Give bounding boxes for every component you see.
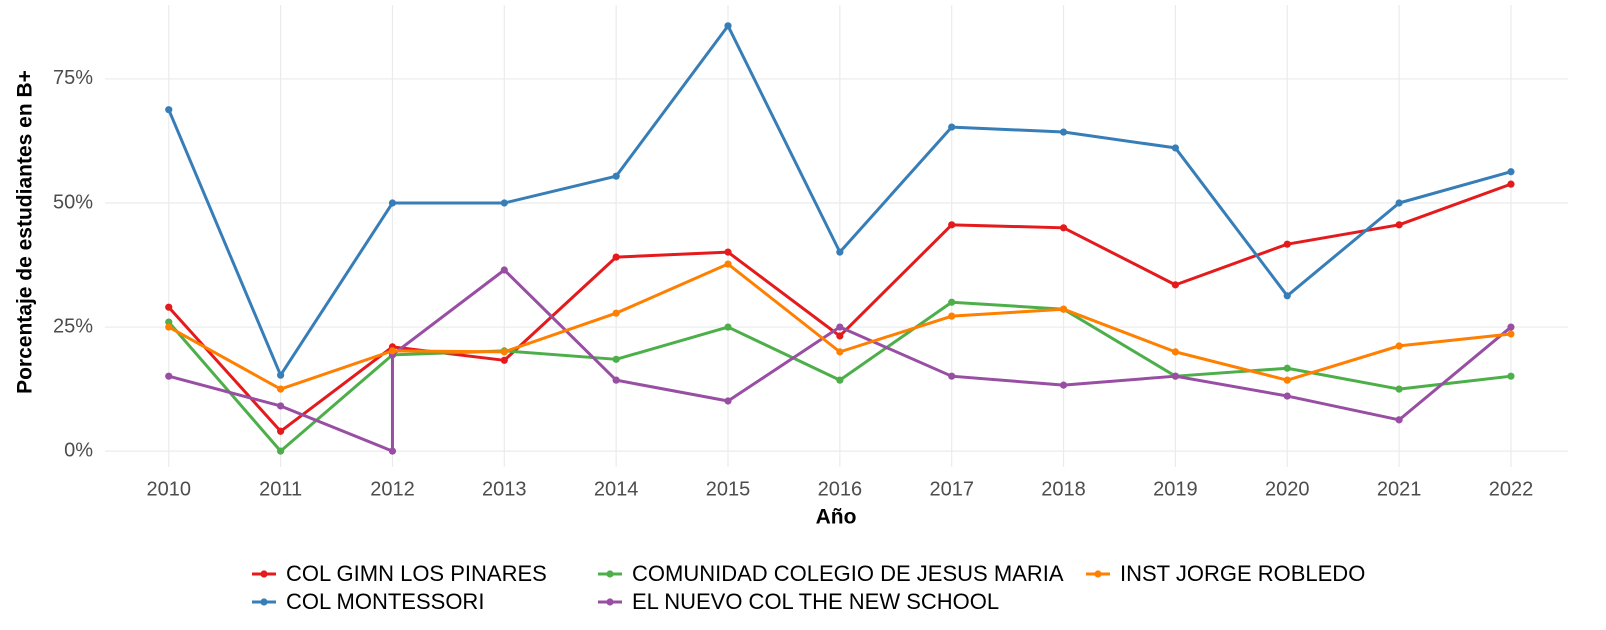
data-point <box>1283 364 1291 372</box>
x-tick-label: 2013 <box>482 478 527 500</box>
legend-key-point <box>606 570 614 578</box>
data-point <box>1395 342 1403 350</box>
y-axis-title: Porcentaje de estudiantes en B+ <box>14 70 37 394</box>
data-point <box>1171 348 1180 356</box>
data-point <box>836 376 844 384</box>
data-point <box>612 355 620 363</box>
data-point <box>1059 305 1068 313</box>
legend-key-point <box>260 598 268 606</box>
data-point <box>1283 292 1291 300</box>
legend-label: EL NUEVO COL THE NEW SCHOOL <box>632 589 999 614</box>
y-tick-label: 50% <box>53 191 93 213</box>
x-tick-label: 2022 <box>1489 478 1534 500</box>
data-point <box>277 385 285 393</box>
data-point <box>948 372 956 380</box>
x-axis-title: Año <box>816 506 857 529</box>
data-point <box>165 372 173 380</box>
legend-key-point <box>260 570 268 578</box>
data-point <box>1395 221 1403 229</box>
x-tick-label: 2017 <box>929 478 974 500</box>
data-point <box>388 447 397 455</box>
y-tick-label: 75% <box>53 67 93 89</box>
x-tick-label: 2020 <box>1265 478 1310 500</box>
x-tick-label: 2021 <box>1377 478 1422 500</box>
x-tick-label: 2011 <box>259 478 302 500</box>
data-point <box>948 221 956 229</box>
data-point <box>165 303 173 311</box>
data-point <box>612 253 620 261</box>
series-line <box>168 268 1512 453</box>
data-point <box>836 248 844 256</box>
data-point <box>165 323 173 331</box>
legend-key-point <box>1094 570 1102 578</box>
data-point <box>724 22 732 30</box>
data-point <box>277 371 285 379</box>
data-point <box>1171 372 1180 380</box>
x-tick-label: 2015 <box>706 478 751 500</box>
data-point <box>500 199 508 207</box>
data-point <box>500 356 508 364</box>
data-point <box>1059 224 1068 232</box>
data-point <box>277 427 285 435</box>
data-point <box>612 376 620 384</box>
data-point <box>1507 372 1515 380</box>
data-point <box>836 348 844 356</box>
data-point <box>612 172 620 180</box>
y-tick-label: 25% <box>53 315 93 337</box>
data-point <box>1171 281 1180 289</box>
data-point <box>277 402 285 410</box>
x-tick-label: 2016 <box>818 478 863 500</box>
data-point <box>612 309 620 317</box>
data-point <box>1395 385 1403 393</box>
x-tick-label: 2012 <box>370 478 415 500</box>
data-point <box>1507 180 1515 188</box>
data-point <box>1507 323 1515 331</box>
data-point <box>836 323 844 331</box>
x-tick-label: 2010 <box>147 478 192 500</box>
data-point <box>165 106 173 114</box>
data-point <box>277 447 285 455</box>
data-point <box>1507 168 1515 176</box>
data-point <box>724 248 732 256</box>
data-point <box>724 397 732 405</box>
legend-label: COL MONTESSORI <box>286 589 484 614</box>
data-point <box>1283 240 1291 248</box>
data-point <box>388 199 397 207</box>
data-point <box>836 332 844 340</box>
legend-label: COMUNIDAD COLEGIO DE JESUS MARIA <box>632 561 1064 586</box>
data-point <box>500 348 508 356</box>
data-point <box>724 323 732 331</box>
y-tick-label: 0% <box>64 439 93 461</box>
data-point <box>1059 128 1068 136</box>
x-tick-label: 2014 <box>594 478 639 500</box>
data-point <box>500 266 508 274</box>
data-point <box>948 298 956 306</box>
legend-label: INST JORGE ROBLEDO <box>1120 561 1365 586</box>
legend-label: COL GIMN LOS PINARES <box>286 561 547 586</box>
data-point <box>1171 144 1180 152</box>
data-point <box>1283 376 1291 384</box>
data-point <box>724 260 732 268</box>
data-point <box>948 123 956 131</box>
data-point <box>1507 330 1515 338</box>
x-tick-label: 2019 <box>1153 478 1198 500</box>
data-point <box>1283 392 1291 400</box>
x-tick-label: 2018 <box>1041 478 1086 500</box>
data-point <box>1395 199 1403 207</box>
data-point <box>1395 416 1403 424</box>
data-point <box>1059 381 1068 389</box>
data-point <box>948 312 956 320</box>
data-point <box>388 347 397 355</box>
data-point <box>165 318 173 326</box>
legend-key-point <box>606 598 614 606</box>
